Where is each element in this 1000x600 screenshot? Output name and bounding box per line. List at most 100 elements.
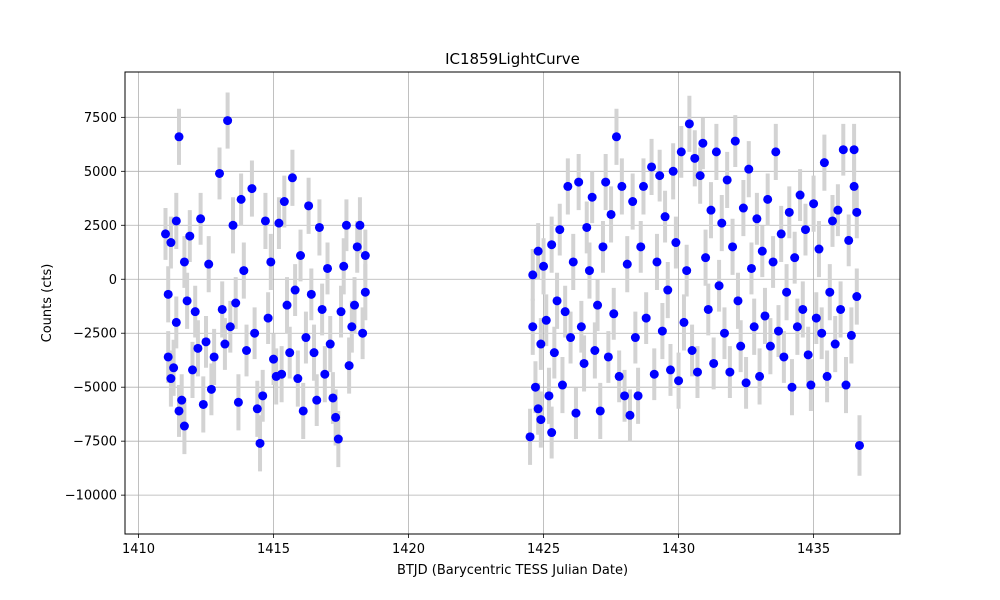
data-point	[163, 289, 173, 299]
data-point	[355, 220, 365, 230]
data-point	[350, 300, 360, 310]
data-point	[576, 322, 586, 332]
data-point	[242, 345, 252, 355]
data-point	[215, 168, 225, 178]
data-point	[290, 285, 300, 295]
data-point	[792, 322, 802, 332]
data-point	[738, 203, 748, 213]
data-point	[250, 328, 260, 338]
data-point	[836, 304, 846, 314]
data-point	[584, 266, 594, 276]
data-point	[773, 326, 783, 336]
data-points	[161, 116, 864, 450]
data-point	[220, 339, 230, 349]
data-point	[679, 317, 689, 327]
data-point	[625, 410, 635, 420]
data-point	[171, 317, 181, 327]
data-point	[638, 181, 648, 191]
data-point	[590, 345, 600, 355]
data-point	[544, 391, 554, 401]
data-point	[258, 391, 268, 401]
data-point	[255, 438, 265, 448]
y-axis-label: Counts (cts)	[40, 264, 55, 343]
data-point	[733, 296, 743, 306]
data-point	[225, 322, 235, 332]
data-point	[595, 406, 605, 416]
data-point	[728, 242, 738, 252]
data-point	[171, 216, 181, 226]
data-point	[760, 311, 770, 321]
data-point	[765, 341, 775, 351]
data-point	[536, 415, 546, 425]
data-point	[188, 365, 198, 375]
data-point	[552, 296, 562, 306]
data-point	[736, 341, 746, 351]
data-point	[676, 147, 686, 157]
data-point	[674, 376, 684, 386]
data-point	[301, 333, 311, 343]
data-point	[746, 263, 756, 273]
y-tick-label: −2500	[73, 327, 117, 342]
data-point	[806, 380, 816, 390]
data-point	[263, 313, 273, 323]
data-point	[636, 242, 646, 252]
data-point	[817, 328, 827, 338]
data-point	[849, 181, 859, 191]
data-point	[757, 246, 767, 256]
data-point	[657, 326, 667, 336]
data-point	[533, 404, 543, 414]
data-point	[741, 378, 751, 388]
data-point	[528, 322, 538, 332]
y-tick-label: 2500	[84, 219, 117, 234]
data-point	[328, 393, 338, 403]
data-point	[260, 216, 270, 226]
data-point	[285, 348, 295, 358]
data-point	[652, 257, 662, 267]
data-point	[603, 352, 613, 362]
data-point	[161, 229, 171, 239]
data-point	[819, 158, 829, 168]
data-point	[571, 408, 581, 418]
data-point	[206, 384, 216, 394]
data-point	[293, 374, 303, 384]
data-point	[730, 136, 740, 146]
data-point	[266, 257, 276, 267]
data-point	[744, 164, 754, 174]
data-point	[768, 257, 778, 267]
data-point	[701, 253, 711, 263]
data-point	[811, 313, 821, 323]
data-point	[798, 304, 808, 314]
x-tick-label: 1420	[392, 542, 425, 557]
data-point	[533, 246, 543, 256]
data-point	[312, 395, 322, 405]
y-tick-label: 0	[109, 273, 117, 288]
data-point	[668, 166, 678, 176]
data-point	[325, 339, 335, 349]
data-point	[776, 229, 786, 239]
data-point	[231, 298, 241, 308]
data-point	[298, 406, 308, 416]
data-point	[779, 352, 789, 362]
data-point	[593, 300, 603, 310]
data-point	[233, 397, 243, 407]
data-point	[331, 412, 341, 422]
axis-ticks: 1410 1415 1420 1425 1430 1435 −10000 −7500 −5000…	[65, 111, 830, 557]
data-point	[719, 328, 729, 338]
data-point	[854, 440, 864, 450]
data-point	[611, 132, 621, 142]
data-point	[849, 145, 859, 155]
data-point	[609, 309, 619, 319]
data-point	[660, 212, 670, 222]
data-point	[333, 434, 343, 444]
data-point	[698, 138, 708, 148]
x-tick-label: 1425	[527, 542, 560, 557]
data-point	[563, 181, 573, 191]
data-point	[568, 257, 578, 267]
data-point	[352, 242, 362, 252]
data-point	[803, 350, 813, 360]
data-point	[525, 432, 535, 442]
x-axis-label: BTJD (Barycentric TESS Julian Date)	[397, 563, 628, 578]
data-point	[547, 240, 557, 250]
data-point	[682, 266, 692, 276]
